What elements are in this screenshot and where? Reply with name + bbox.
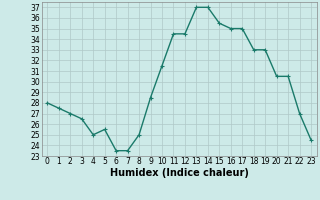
- X-axis label: Humidex (Indice chaleur): Humidex (Indice chaleur): [110, 168, 249, 178]
